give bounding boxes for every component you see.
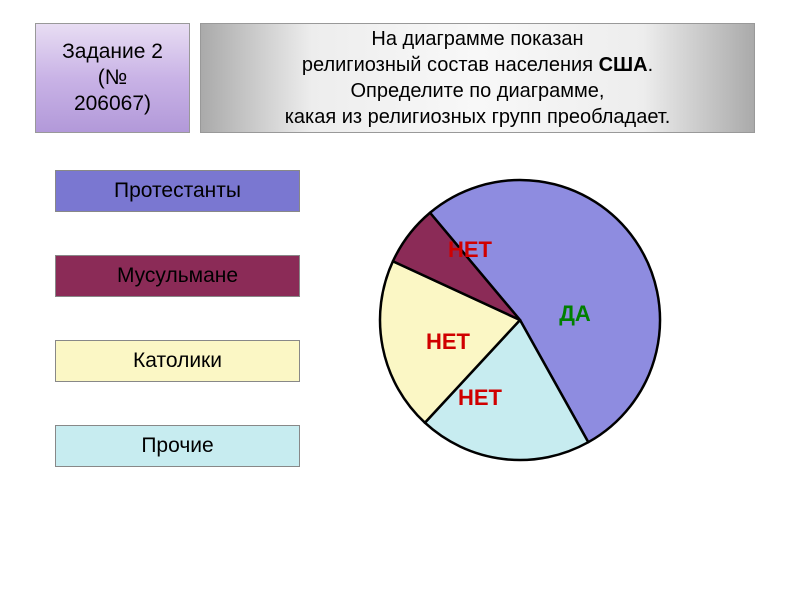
task-line3: 206067) [74,91,151,117]
legend-item-1[interactable]: Мусульмане [55,255,300,297]
legend-item-0[interactable]: Протестанты [55,170,300,212]
desc-line3: Определите по диаграмме, [351,78,605,104]
desc-line2: религиозный состав населения США. [302,52,653,78]
pie-chart: ДАНЕТНЕТНЕТ [370,170,670,470]
desc-l2a: религиозный состав населения [302,54,599,76]
desc-line1: На диаграмме показан [371,26,583,52]
desc-l2c: . [648,54,654,76]
desc-l2b: США [599,54,648,76]
task-box: Задание 2 (№ 206067) [35,23,190,133]
legend-item-2[interactable]: Католики [55,340,300,382]
task-line2: (№ [98,65,128,91]
legend-item-3[interactable]: Прочие [55,425,300,467]
legend: Протестанты Мусульмане Католики Прочие [55,170,300,467]
task-line1: Задание 2 [62,39,163,65]
desc-line4: какая из религиозных групп преобладает. [285,104,671,130]
description-box: На диаграмме показан религиозный состав … [200,23,755,133]
